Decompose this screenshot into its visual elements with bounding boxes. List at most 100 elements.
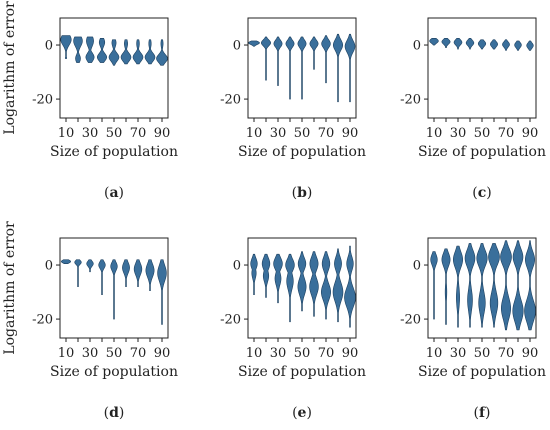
panel-caption: (b) [292,185,313,201]
x-tick-label: 30 [270,346,287,361]
violin-50 [297,36,307,100]
violin-20 [441,248,451,325]
violin-30 [453,245,463,328]
violin-60 [120,39,132,65]
violin-90 [526,40,534,51]
y-tick-label: 0 [45,259,53,274]
x-tick-label: 10 [426,126,443,141]
x-tick-label: 50 [294,346,311,361]
x-axis-title: Size of population [238,364,366,380]
x-tick-label: 30 [450,346,467,361]
violin-40 [285,253,295,323]
x-tick-label: 50 [294,126,311,141]
y-tick-label: 0 [233,259,241,274]
x-tick-label: 70 [498,346,515,361]
violin-30 [273,36,283,86]
violin-80 [514,40,522,51]
panel-caption: (a) [104,185,124,201]
violin-70 [133,259,143,287]
panel-group: 0 -20 10 30 50 70 90 Size of population Logarith… [2,1,546,421]
violin-50 [476,243,488,328]
x-tick-label: 10 [58,126,75,141]
violin-30 [273,253,283,304]
violin-40 [464,243,476,328]
violin-90 [157,259,167,325]
panel-caption: (d) [104,405,125,421]
violin-30 [453,37,463,50]
y-axis-title: Logarithm of error [2,221,18,355]
violin-90 [344,245,356,328]
violin-70 [502,39,510,51]
x-tick-label: 90 [342,346,359,361]
violin-60 [122,259,130,287]
x-tick-label: 30 [82,126,99,141]
x-axis-title: Size of population [50,364,178,380]
x-tick-label: 30 [450,126,467,141]
x-tick-label: 70 [130,126,147,141]
x-tick-label: 70 [130,346,147,361]
x-tick-label: 30 [82,346,99,361]
x-tick-label: 90 [154,126,171,141]
y-tick-label: 0 [413,259,421,274]
x-tick-label: 10 [426,346,443,361]
violin-60 [488,243,500,328]
x-tick-label: 90 [522,346,539,361]
violin-30 [86,259,94,273]
violin-60 [490,39,498,50]
y-tick-label: 0 [45,39,53,54]
violin-70 [321,251,331,320]
x-axis-title: Size of population [50,144,178,160]
x-tick-label: 10 [246,126,263,141]
y-axis-title: Logarithm of error [2,1,18,135]
y-tick-label: 0 [233,39,241,54]
violin-10 [60,35,72,59]
violin-40 [285,36,295,100]
panel-caption: (e) [292,405,312,421]
x-tick-label: 30 [270,126,287,141]
panel-e: 0 -20 10 30 50 70 90 Size of population (e) [220,237,366,421]
violin-90 [156,39,168,66]
x-tick-label: 70 [318,126,335,141]
violin-80 [145,259,155,291]
x-axis-title: Size of population [418,364,546,380]
y-tick-label: -20 [400,93,421,108]
violin-30 [85,36,95,63]
violin-50 [297,251,307,312]
panel-c: 0 -20 10 30 50 70 90 Size of population (c) [400,17,546,201]
y-tick-label: -20 [220,313,241,328]
violin-10 [248,40,260,47]
x-tick-label: 50 [474,346,491,361]
violin-20 [73,36,83,63]
violin-20 [261,253,271,298]
violin-10 [430,251,438,320]
violin-40 [97,37,107,63]
axes-frame [427,17,537,119]
x-axis-title: Size of population [418,144,546,160]
violin-40 [465,37,475,50]
violin-70 [500,240,512,331]
violin-20 [441,37,451,49]
violin-10 [250,253,258,296]
y-tick-label: -20 [400,313,421,328]
violin-80 [144,39,156,65]
x-tick-label: 90 [522,126,539,141]
violin-50 [110,259,118,320]
y-tick-label: 0 [413,39,421,54]
panel-caption: (f) [474,405,491,421]
x-tick-label: 90 [154,346,171,361]
axes-frame [59,17,169,119]
violin-80 [332,248,344,323]
violin-10 [429,37,439,46]
y-tick-label: -20 [220,93,241,108]
x-tick-label: 50 [474,126,491,141]
violin-40 [98,259,106,296]
panel-b: 0 -20 10 30 50 70 90 Size of population (b) [220,17,366,201]
violin-70 [132,39,144,65]
violin-60 [309,251,319,317]
x-tick-label: 50 [106,346,123,361]
x-tick-label: 70 [498,126,515,141]
x-axis-title: Size of population [238,144,366,160]
violin-80 [333,33,343,103]
x-tick-label: 10 [58,346,75,361]
